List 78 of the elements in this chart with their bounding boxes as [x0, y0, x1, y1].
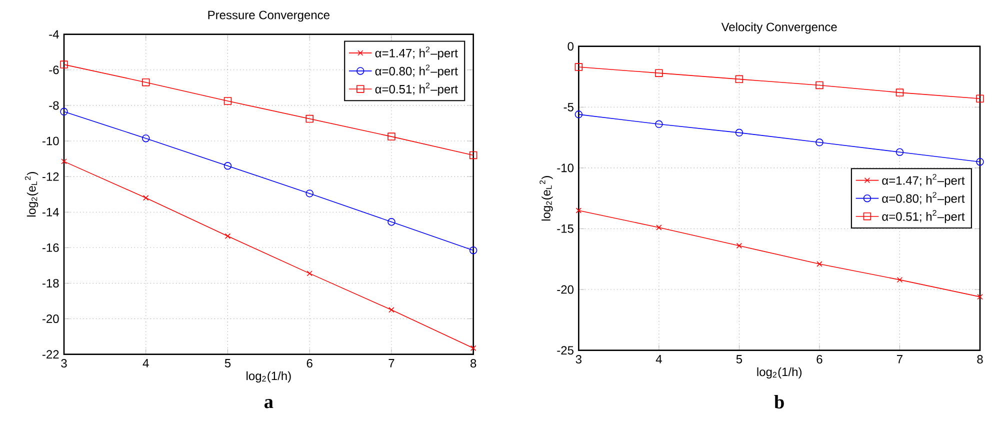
y-axis-title: log$_{2}$(e$_{L}$$^{2}$)	[24, 172, 38, 217]
x-tick-label: 4	[142, 359, 149, 368]
legend-label: α=1.47; h$^{2}$–pert	[375, 46, 458, 60]
point	[896, 276, 903, 283]
point	[576, 208, 582, 214]
x-tick-label: 6	[306, 359, 312, 368]
point	[896, 148, 904, 156]
chart-title: Pressure Convergence	[208, 10, 330, 22]
point	[735, 128, 744, 137]
x-axis-title: log$_{2}$(1/h)	[757, 367, 802, 379]
point	[60, 60, 68, 68]
point	[388, 218, 396, 226]
point	[655, 120, 663, 128]
x-tick-label: 8	[470, 359, 476, 368]
point	[976, 158, 984, 166]
x-tick-label: 7	[388, 359, 394, 368]
point	[896, 88, 904, 96]
legend-label: α=0.80; h$^{2}$–pert	[882, 192, 965, 206]
x-tick-label: 5	[224, 359, 231, 368]
x-tick-label: 3	[61, 359, 67, 368]
x-tick-label: 7	[897, 355, 902, 364]
point	[142, 134, 150, 142]
legend-label: α=0.51; h$^{2}$–pert	[375, 82, 458, 96]
y-tick-label: -14	[42, 208, 59, 216]
x-tick-label: 8	[977, 355, 983, 364]
point	[470, 345, 476, 351]
point	[60, 108, 68, 116]
y-tick-label: -25	[557, 346, 574, 355]
y-tick-label: -15	[557, 224, 574, 233]
x-axis-title: log$_{2}$(1/h)	[246, 371, 291, 383]
y-tick-label: -10	[42, 136, 59, 146]
y-tick-label: -5	[564, 102, 574, 112]
text: a	[264, 399, 274, 408]
point	[388, 307, 394, 313]
x-tick-label: 6	[816, 355, 822, 364]
y-tick-label: -4	[49, 30, 59, 38]
point	[224, 97, 232, 105]
y-tick-label: -18	[42, 278, 59, 288]
point	[655, 69, 663, 77]
text: b	[774, 395, 784, 409]
point	[816, 81, 824, 90]
y-tick-label: -12	[42, 172, 59, 181]
y-tick-label: -22	[42, 350, 59, 359]
point	[306, 270, 312, 276]
point	[469, 246, 478, 254]
x-tick-label: 4	[656, 355, 662, 364]
point	[574, 110, 583, 118]
y-tick-label: -20	[42, 314, 59, 324]
point	[735, 75, 744, 84]
legend-label: α=0.80; h$^{2}$–pert	[375, 64, 458, 78]
y-tick-label: -10	[557, 164, 574, 172]
point	[736, 242, 742, 249]
y-tick-label: -16	[42, 243, 59, 252]
point	[816, 138, 824, 146]
point	[977, 294, 983, 300]
x-tick-label: 3	[576, 355, 582, 364]
x-tick-label: 5	[736, 355, 742, 364]
legend-label: α=1.47; h$^{2}$–pert	[882, 174, 965, 188]
point	[574, 63, 583, 71]
point	[816, 261, 822, 267]
point	[61, 158, 67, 164]
y-tick-label: -8	[49, 101, 59, 110]
point	[388, 132, 396, 140]
point	[142, 78, 150, 86]
point	[224, 162, 232, 170]
point	[224, 233, 231, 239]
legend-label: α=0.51; h$^{2}$–pert	[882, 210, 965, 224]
chart-title: Velocity Convergence	[721, 22, 837, 34]
y-axis-title: log$_{2}$(e$_{L}$$^{2}$)	[540, 176, 553, 221]
point	[469, 151, 478, 160]
y-tick-label: 0	[568, 42, 574, 51]
y-tick-label: -20	[557, 285, 574, 294]
point	[143, 195, 149, 201]
point	[976, 94, 984, 102]
point	[306, 190, 314, 198]
y-tick-label: -6	[49, 66, 59, 74]
point	[656, 224, 662, 230]
point	[306, 114, 314, 123]
